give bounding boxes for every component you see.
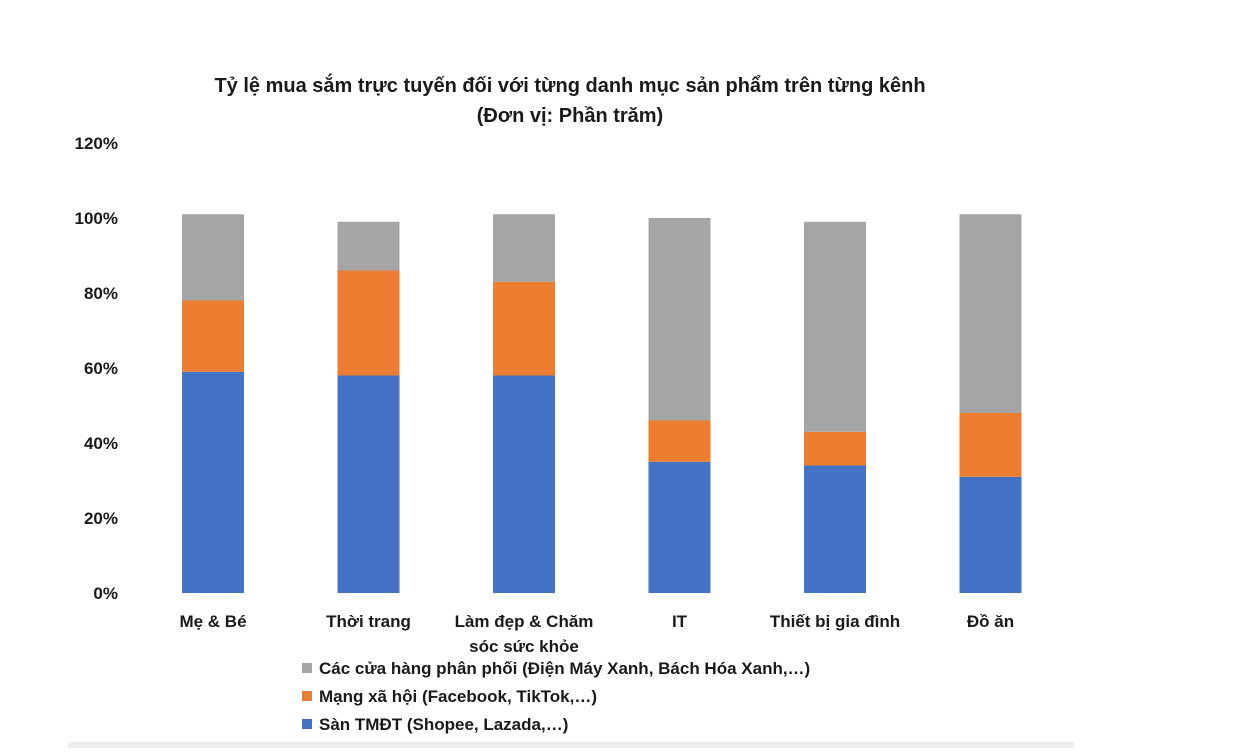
y-tick-label: 120% xyxy=(75,134,118,153)
x-axis-labels: Mẹ & Bé Thời trang Làm đẹp & Chăm sóc sức k… xyxy=(179,612,1014,656)
bar-segment xyxy=(493,281,555,376)
legend-swatch xyxy=(302,691,312,701)
bar-segment xyxy=(804,465,866,593)
bar-segment xyxy=(337,221,400,271)
y-tick-label: 100% xyxy=(75,209,118,228)
x-tick-label: sóc sức khỏe xyxy=(469,637,579,656)
y-tick-label: 20% xyxy=(84,509,118,528)
x-tick-label: Mẹ & Bé xyxy=(179,612,246,631)
x-tick-label: Thiết bị gia đình xyxy=(770,612,900,631)
bar-segment xyxy=(648,461,711,593)
bar-segment xyxy=(959,413,1022,477)
y-tick-label: 0% xyxy=(93,584,118,603)
chart-subtitle: (Đơn vị: Phần trăm) xyxy=(477,105,663,127)
y-tick-label: 80% xyxy=(84,284,118,303)
bars-group xyxy=(182,214,1022,593)
bar-segment xyxy=(959,214,1022,413)
bottom-divider xyxy=(68,742,1074,748)
bar-segment xyxy=(337,270,400,376)
chart-title: Tỷ lệ mua sắm trực tuyến đối với từng da… xyxy=(214,73,925,97)
x-tick-label: Đồ ăn xyxy=(967,612,1014,631)
x-tick-label: IT xyxy=(672,612,688,631)
bar-segment xyxy=(337,375,400,593)
legend-label: Sàn TMĐT (Shopee, Lazada,…) xyxy=(319,715,568,734)
bar-segment xyxy=(804,431,866,466)
x-tick-label: Làm đẹp & Chăm xyxy=(455,612,594,631)
y-axis-ticks: 0% 20% 40% 60% 80% 100% 120% xyxy=(75,134,118,603)
bar-segment xyxy=(804,221,866,432)
legend-label: Mạng xã hội (Facebook, TikTok,…) xyxy=(319,687,597,706)
y-tick-label: 60% xyxy=(84,359,118,378)
legend: Các cửa hàng phân phối (Điện Máy Xanh, B… xyxy=(302,659,810,734)
bar-segment xyxy=(959,476,1022,593)
y-tick-label: 40% xyxy=(84,434,118,453)
bar-segment xyxy=(648,218,711,421)
bar-segment xyxy=(182,371,244,593)
bar-segment xyxy=(493,375,555,593)
bar-segment xyxy=(182,214,244,301)
legend-swatch xyxy=(302,719,312,729)
legend-swatch xyxy=(302,663,312,673)
bar-segment xyxy=(493,214,555,282)
x-tick-label: Thời trang xyxy=(326,612,411,631)
bar-segment xyxy=(182,300,244,372)
legend-label: Các cửa hàng phân phối (Điện Máy Xanh, B… xyxy=(319,659,810,678)
bar-segment xyxy=(648,420,711,462)
